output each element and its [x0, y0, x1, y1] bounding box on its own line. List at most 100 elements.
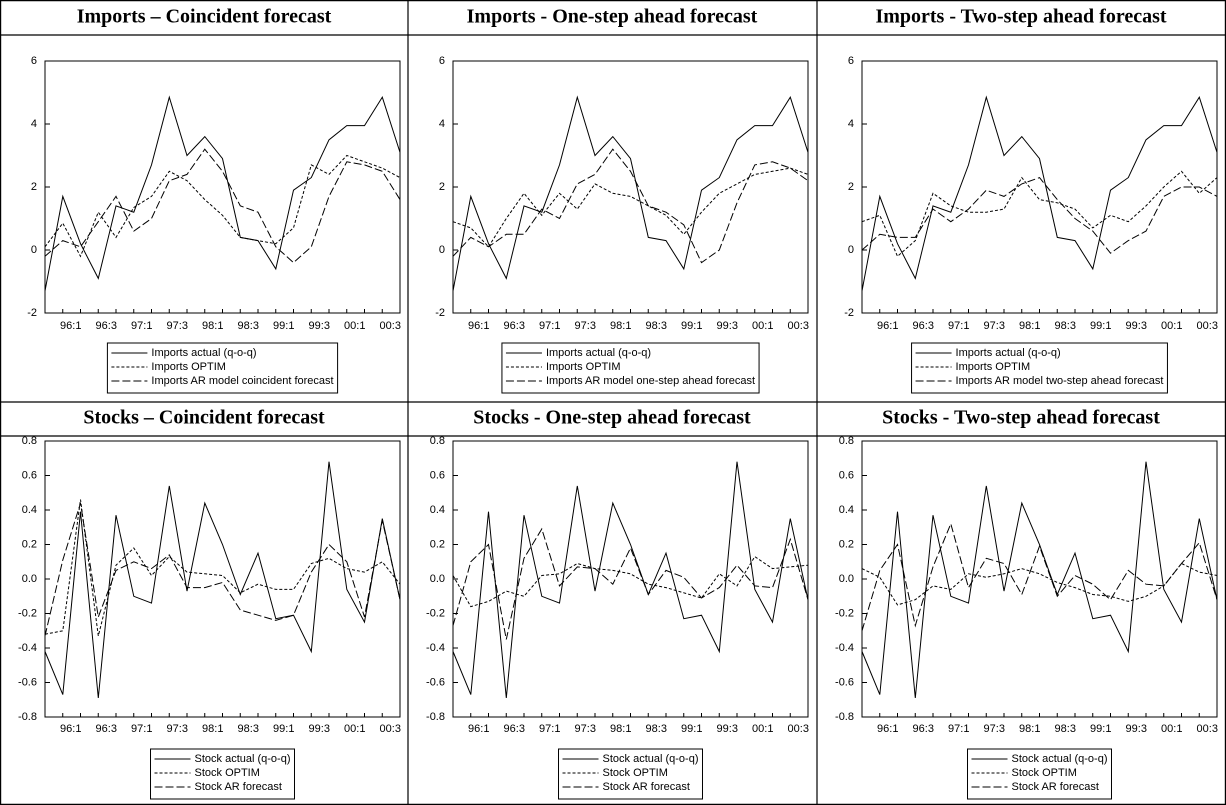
x-tick-label: 99:1	[273, 723, 294, 735]
legend: Imports actual (q-o-q) Imports OPTIM Impor…	[501, 342, 760, 394]
y-tick-label: 0.6	[22, 469, 37, 481]
series-line	[861, 177, 1218, 254]
legend-label: Stock AR forecast	[603, 781, 690, 793]
legend-box	[911, 342, 1168, 394]
x-tick-label: 00:3	[788, 723, 809, 735]
y-tick-label: -0.6	[426, 676, 445, 688]
x-tick-label: 99:3	[717, 320, 738, 332]
x-tick-label: 98:1	[610, 320, 631, 332]
x-tick-label: 99:1	[681, 320, 702, 332]
x-tick-label: 97:3	[167, 320, 188, 332]
y-tick-label: 2	[848, 181, 854, 193]
legend-label: Stock actual (q-o-q)	[195, 753, 291, 765]
x-tick-label: 00:3	[1197, 320, 1218, 332]
series-line	[861, 95, 1218, 291]
x-tick-label: 99:1	[681, 723, 702, 735]
x-tick-label: 97:1	[948, 723, 969, 735]
x-tick-label: 98:3	[238, 320, 259, 332]
series-line	[44, 461, 401, 699]
legend: Imports actual (q-o-q) Imports OPTIM Impor…	[911, 342, 1168, 394]
series-line	[44, 148, 401, 264]
y-tick-label: 0.2	[430, 538, 445, 550]
legend-label: Stock AR forecast	[1012, 781, 1099, 793]
legend-label: Imports AR model two-step ahead forecast	[956, 375, 1164, 387]
panel: Imports - Two-step ahead forecast -2 0 2 4 6 9…	[844, 6, 1218, 394]
y-tick-label: 0.0	[839, 573, 854, 585]
x-tick-label: 00:1	[752, 320, 773, 332]
panel-title: Stocks - Two-step ahead forecast	[882, 407, 1160, 429]
series-line	[452, 527, 809, 640]
series-line	[44, 95, 401, 291]
y-tick-label: 2	[31, 181, 37, 193]
x-tick-label: 99:1	[273, 320, 294, 332]
x-tick-label: 99:3	[717, 723, 738, 735]
legend-label: Stock AR forecast	[195, 781, 282, 793]
plot-frame	[861, 440, 1218, 718]
y-tick-label: 0.8	[22, 435, 37, 447]
y-tick-label: 0.4	[22, 504, 37, 516]
x-tick-label: 99:1	[1090, 320, 1111, 332]
panel: Stocks – Coincident forecast -0.8 -0.6 -0.4…	[18, 407, 401, 800]
x-tick-label: 96:1	[60, 723, 81, 735]
series-line	[452, 167, 809, 248]
x-tick-label: 00:3	[1197, 723, 1218, 735]
y-tick-label: 6	[439, 55, 445, 67]
series-line	[452, 95, 809, 291]
y-tick-label: -0.8	[18, 711, 37, 723]
x-tick-label: 98:3	[646, 320, 667, 332]
x-tick-label: 00:1	[344, 723, 365, 735]
legend: Stock actual (q-o-q) Stock OPTIM Stock AR …	[558, 748, 703, 800]
y-tick-label: -2	[844, 307, 854, 319]
y-tick-label: 0.2	[22, 538, 37, 550]
panel: Imports - One-step ahead forecast -2 0 2 4 6 9…	[435, 6, 809, 394]
y-tick-label: -0.4	[426, 642, 445, 654]
y-tick-label: 4	[31, 118, 37, 130]
x-tick-label: 96:3	[504, 723, 525, 735]
x-tick-label: 97:1	[948, 320, 969, 332]
x-tick-label: 96:1	[877, 320, 898, 332]
y-tick-label: -0.2	[426, 607, 445, 619]
y-tick-label: 0.4	[430, 504, 445, 516]
x-tick-label: 97:3	[167, 723, 188, 735]
x-tick-label: 00:3	[788, 320, 809, 332]
y-tick-label: -0.4	[835, 642, 854, 654]
x-tick-label: 96:3	[96, 320, 117, 332]
legend-label: Imports AR model coincident forecast	[151, 375, 333, 387]
x-tick-label: 99:3	[309, 320, 330, 332]
x-tick-label: 96:1	[468, 320, 489, 332]
y-tick-label: 0.0	[430, 573, 445, 585]
x-tick-label: 96:1	[877, 723, 898, 735]
series-line	[861, 461, 1218, 699]
y-tick-label: 0	[439, 244, 445, 256]
x-tick-label: 97:3	[984, 723, 1005, 735]
y-tick-label: -0.6	[835, 676, 854, 688]
y-tick-label: 6	[848, 55, 854, 67]
legend: Stock actual (q-o-q) Stock OPTIM Stock AR …	[967, 748, 1112, 800]
y-tick-label: 0.6	[839, 469, 854, 481]
x-tick-label: 96:1	[468, 723, 489, 735]
x-tick-label: 98:1	[202, 723, 223, 735]
legend-box	[558, 748, 703, 800]
panel-title: Imports – Coincident forecast	[77, 6, 332, 28]
x-tick-label: 98:1	[1019, 723, 1040, 735]
legend-label: Stock OPTIM	[603, 767, 668, 779]
y-tick-label: -0.2	[18, 607, 37, 619]
x-tick-label: 96:1	[60, 320, 81, 332]
series-line	[452, 555, 809, 608]
legend-box	[967, 748, 1112, 800]
y-tick-label: -2	[27, 307, 37, 319]
x-tick-label: 97:1	[131, 723, 152, 735]
y-tick-label: -0.4	[18, 642, 37, 654]
series-line	[861, 562, 1218, 606]
series-line	[44, 499, 401, 637]
legend: Stock actual (q-o-q) Stock OPTIM Stock AR …	[150, 748, 295, 800]
x-tick-label: 96:3	[96, 723, 117, 735]
panel-title: Imports - Two-step ahead forecast	[875, 6, 1166, 28]
x-tick-label: 00:1	[1161, 723, 1182, 735]
panel: Imports – Coincident forecast -2 0 2 4 6 96:1 9…	[27, 6, 401, 394]
x-tick-label: 97:1	[131, 320, 152, 332]
x-tick-label: 00:3	[380, 723, 401, 735]
y-tick-label: 0.0	[22, 573, 37, 585]
